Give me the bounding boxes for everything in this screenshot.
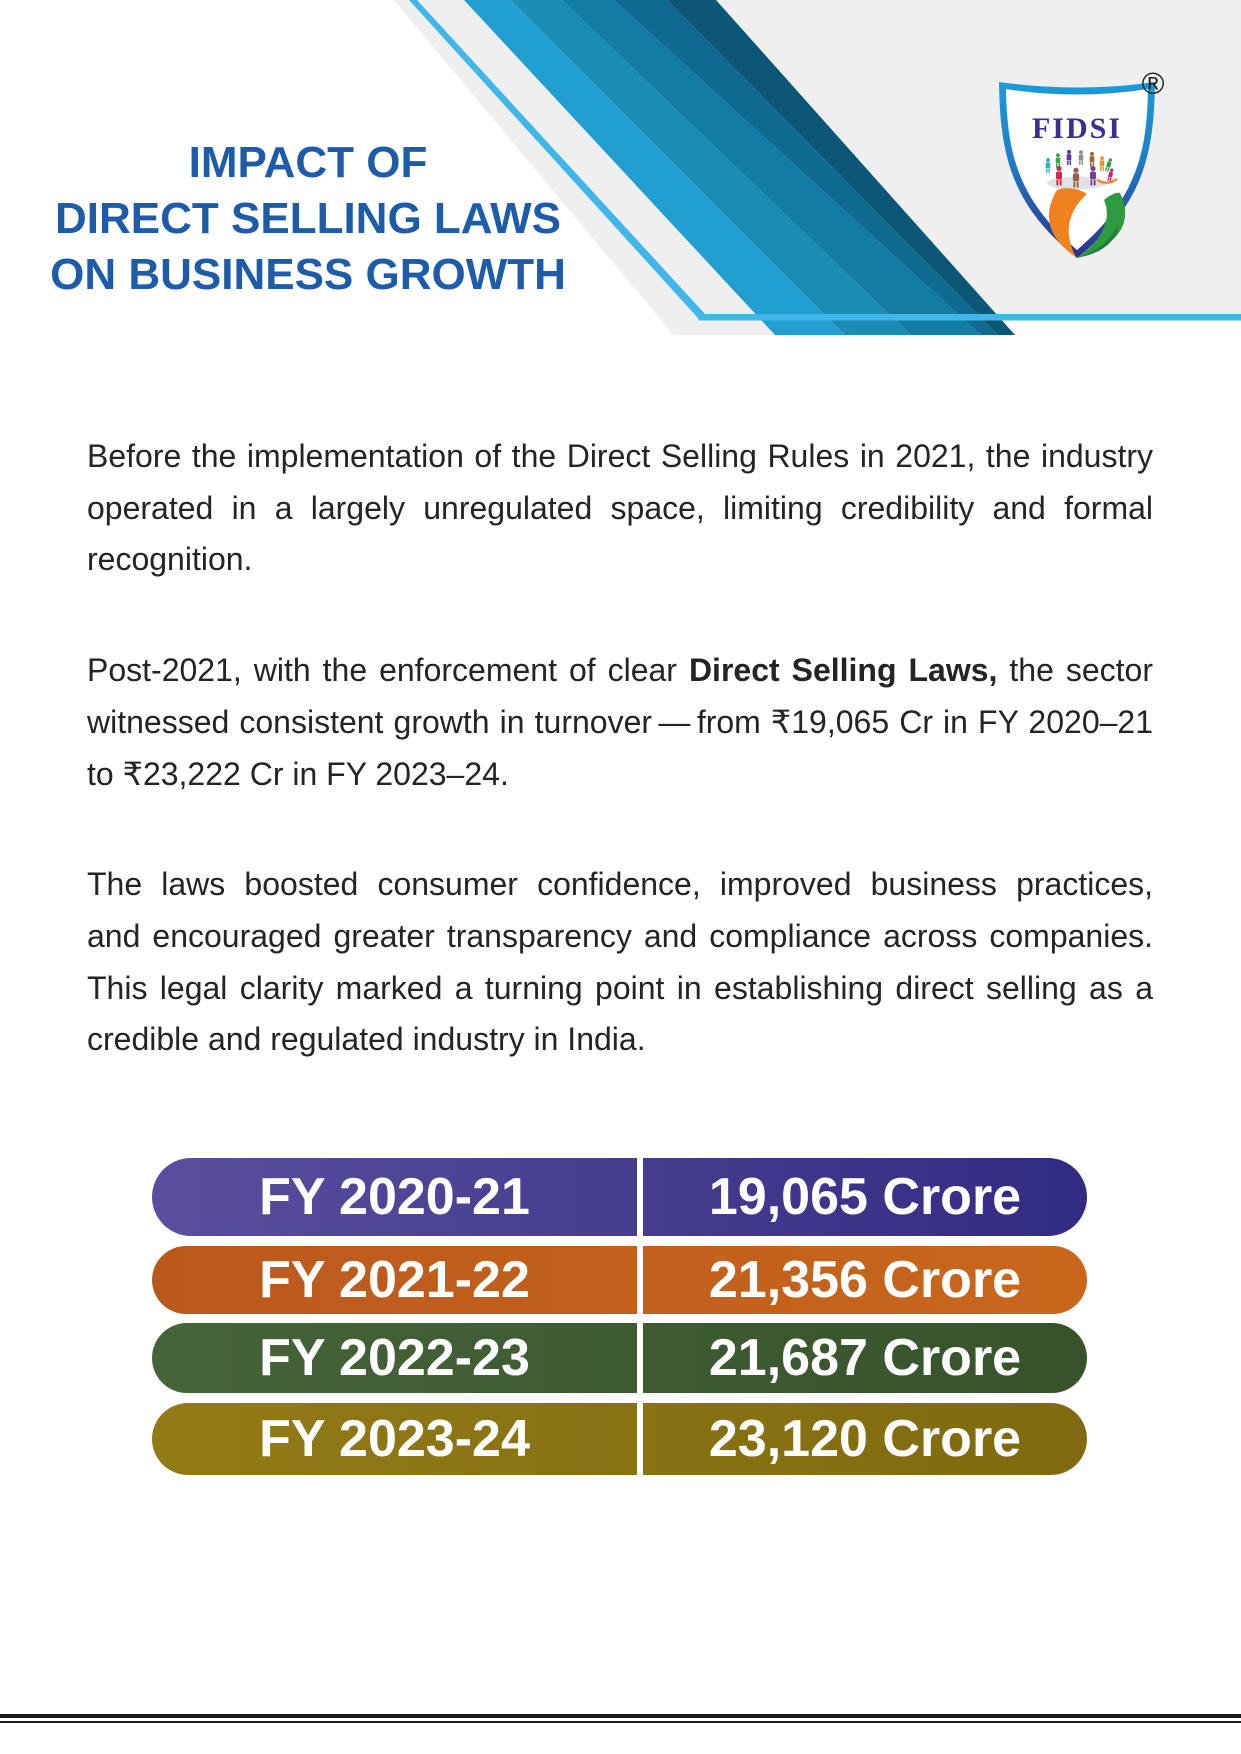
paragraph-1-line-2: operated in a largely unregulated space,…	[87, 489, 1153, 526]
table-cell-value: 23,120 Crore	[708, 1410, 1022, 1468]
header-stripe-5	[667, 0, 1015, 335]
people-circle-icon	[1045, 149, 1118, 190]
table-row-fy-2020-21: FY 2020-21 19,065 Crore	[152, 1158, 1087, 1236]
body-text: Before the implementation of the Direct …	[87, 431, 1153, 1125]
page-title: IMPACT OF DIRECT SELLING LAWS ON BUSINES…	[43, 135, 573, 303]
table-divider	[637, 1246, 643, 1314]
table-cell-value: 19,065 Crore	[708, 1168, 1022, 1226]
paragraph-2-line-2: witnessed consistent growth in turnover …	[87, 703, 1153, 740]
turnover-table: FY 2020-21 19,065 Crore FY 2021-22 21,35…	[152, 1158, 1087, 1475]
table-divider	[637, 1158, 643, 1236]
paragraph-2-text-after: the sector	[997, 652, 1153, 689]
swoosh-green-dark	[1076, 222, 1119, 258]
paragraph-3-line-1: The laws boosted consumer confidence, im…	[87, 866, 1153, 903]
header-stripe-2	[511, 0, 911, 335]
paragraph-3-line-2: and encouraged greater transparency and …	[87, 917, 1153, 954]
paragraph-3-line-4: credible and regulated industry in India…	[87, 1021, 646, 1058]
paragraph-3: The laws boosted consumer confidence, im…	[87, 859, 1153, 1066]
table-cell-year: FY 2020-21	[259, 1168, 530, 1226]
paragraph-2-bold-text: Direct Selling Laws,	[688, 652, 998, 689]
jumper-arc-icon	[1096, 178, 1118, 184]
table-divider	[637, 1403, 643, 1475]
page-title-line-1: IMPACT OF	[188, 138, 428, 187]
table-cell-year: FY 2022-23	[259, 1329, 530, 1387]
page-title-line-2: DIRECT SELLING LAWS	[55, 194, 561, 243]
header-stripe-4	[614, 0, 998, 335]
paragraph-3-line-3: This legal clarity marked a turning poin…	[87, 969, 1153, 1006]
paragraph-2-text: Post-2021, with the enforcement of clear	[87, 652, 689, 689]
swoosh-orange	[1048, 188, 1087, 257]
bottom-rule-thick	[0, 1714, 1241, 1718]
table-cell-year: FY 2023-24	[259, 1410, 530, 1468]
header-stripe-3	[562, 0, 981, 335]
registered-mark-icon: ®	[1142, 66, 1165, 101]
fidsi-logo: FIDSI ®	[999, 66, 1165, 258]
logo-text: FIDSI	[1032, 112, 1122, 145]
header-banner: FIDSI ®	[394, 0, 1241, 335]
paragraph-1-line-3: recognition.	[87, 541, 253, 578]
paragraph-2-line-1: Post-2021, with the enforcement of clear…	[87, 645, 1153, 697]
paragraph-1-line-1: Before the implementation of the Direct …	[87, 438, 1153, 474]
table-row-fy-2022-23: FY 2022-23 21,687 Crore	[152, 1323, 1087, 1393]
page-title-line-3: ON BUSINESS GROWTH	[50, 250, 566, 299]
header-stripe-1	[464, 0, 845, 335]
table-divider	[637, 1323, 643, 1393]
paragraph-2: Post-2021, with the enforcement of clear…	[87, 645, 1153, 800]
table-cell-value: 21,356 Crore	[708, 1251, 1022, 1309]
table-row-fy-2021-22: FY 2021-22 21,356 Crore	[152, 1246, 1087, 1314]
paragraph-2-line-3: to ₹23,222 Cr in FY 2023–24.	[87, 755, 509, 792]
bottom-rule-thin	[0, 1721, 1241, 1723]
paragraph-1: Before the implementation of the Direct …	[87, 431, 1153, 586]
table-row-fy-2023-24: FY 2023-24 23,120 Crore	[152, 1403, 1087, 1475]
table-cell-year: FY 2021-22	[259, 1251, 530, 1309]
table-cell-value: 21,687 Crore	[708, 1329, 1022, 1387]
swoosh-green	[1076, 192, 1126, 258]
